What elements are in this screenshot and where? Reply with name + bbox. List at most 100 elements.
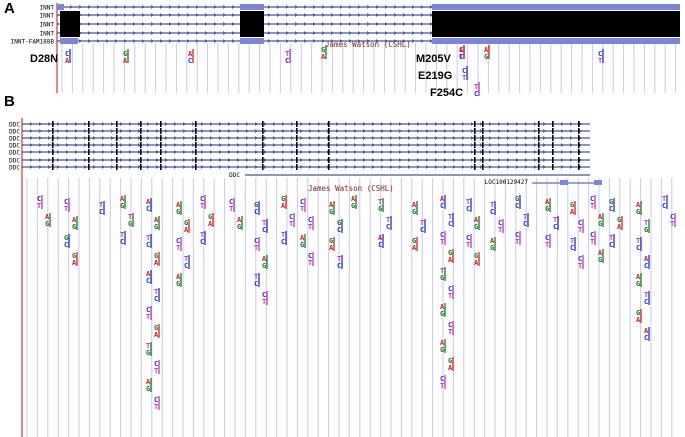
strand-arrow: [533, 165, 537, 169]
variant-base: C: [308, 252, 312, 260]
strand-arrow: [560, 122, 564, 126]
variant-base: G: [146, 349, 150, 357]
exon-tick: [116, 164, 118, 170]
strand-arrow: [231, 31, 235, 35]
strand-arrow: [353, 143, 357, 147]
variant-base: C: [440, 375, 444, 383]
strand-arrow: [425, 136, 429, 140]
strand-arrow: [272, 136, 276, 140]
strand-arrow: [186, 13, 190, 17]
variant-base: A: [490, 237, 495, 245]
strand-arrow: [186, 5, 190, 9]
strand-arrow: [330, 13, 334, 17]
variant-base: C: [515, 202, 519, 210]
strand-arrow: [74, 122, 78, 126]
strand-arrow: [29, 129, 33, 133]
strand-arrow: [452, 150, 456, 154]
variant-base: C: [65, 50, 69, 58]
variant-base: A: [474, 259, 479, 267]
strand-arrow: [290, 129, 294, 133]
strand-arrow: [389, 150, 393, 154]
strand-arrow: [263, 129, 267, 133]
exon-block: [240, 20, 264, 29]
strand-arrow: [74, 136, 78, 140]
strand-arrow: [362, 158, 366, 162]
variant-base: C: [200, 195, 204, 203]
strand-arrow: [38, 158, 42, 162]
strand-arrow: [407, 150, 411, 154]
strand-arrow: [105, 22, 109, 26]
variant-base: C: [609, 205, 613, 213]
strand-arrow: [452, 158, 456, 162]
strand-arrow: [299, 158, 303, 162]
strand-arrow: [308, 136, 312, 140]
strand-arrow: [204, 31, 208, 35]
strand-arrow: [308, 143, 312, 147]
variant-base: G: [237, 223, 241, 231]
strand-arrow: [357, 39, 361, 43]
utr-block: [432, 38, 680, 44]
variant-base: C: [570, 244, 574, 252]
strand-arrow: [353, 150, 357, 154]
variant-base: C: [386, 223, 390, 231]
variant-base: A: [412, 201, 417, 209]
variant-base: G: [254, 201, 258, 209]
strand-arrow: [272, 150, 276, 154]
strand-arrow: [47, 150, 51, 154]
strand-arrow: [272, 122, 276, 126]
strand-arrow: [299, 150, 303, 154]
variant-base: A: [329, 201, 334, 209]
exon-tick: [578, 128, 580, 134]
variant-base: C: [154, 396, 158, 404]
exon-block: [432, 29, 680, 37]
strand-arrow: [375, 39, 379, 43]
strand-arrow: [506, 143, 510, 147]
strand-arrow: [434, 129, 438, 133]
exon-tick: [538, 128, 540, 134]
track-name: DDC: [9, 150, 20, 157]
strand-arrow: [402, 31, 406, 35]
strand-arrow: [128, 165, 132, 169]
strand-arrow: [276, 22, 280, 26]
track-name: DDC: [9, 165, 20, 172]
utr-block: [57, 4, 64, 10]
strand-arrow: [339, 31, 343, 35]
variant-base: C: [337, 262, 341, 270]
strand-arrow: [407, 129, 411, 133]
strand-arrow: [56, 122, 60, 126]
strand-arrow: [141, 22, 145, 26]
variant-base: T: [420, 219, 424, 227]
variant-base: G: [300, 241, 304, 249]
variant-base: A: [146, 270, 151, 278]
strand-arrow: [578, 122, 582, 126]
strand-arrow: [78, 5, 82, 9]
variant-base: T: [636, 237, 640, 245]
gene-label: LOC100129427: [485, 179, 529, 186]
strand-arrow: [218, 165, 222, 169]
strand-arrow: [389, 165, 393, 169]
exon-tick: [140, 157, 142, 163]
strand-arrow: [236, 136, 240, 140]
variant-base: A: [617, 223, 622, 231]
variant-base: C: [146, 241, 150, 249]
strand-arrow: [524, 143, 528, 147]
exon-tick: [552, 121, 554, 127]
strand-arrow: [209, 165, 213, 169]
strand-arrow: [402, 13, 406, 17]
strand-arrow: [92, 136, 96, 140]
strand-arrow: [317, 122, 321, 126]
track-name: INNT: [40, 31, 55, 38]
strand-arrow: [267, 39, 271, 43]
strand-arrow: [524, 136, 528, 140]
exon-tick: [328, 157, 330, 163]
variant-base: C: [337, 226, 341, 234]
variant-base: C: [553, 223, 557, 231]
variant-base: G: [262, 262, 266, 270]
strand-arrow: [353, 136, 357, 140]
strand-arrow: [402, 5, 406, 9]
variant-base: C: [466, 234, 470, 242]
strand-arrow: [303, 39, 307, 43]
variant-base: C: [459, 46, 463, 54]
strand-arrow: [542, 136, 546, 140]
variant-base: G: [484, 53, 488, 61]
